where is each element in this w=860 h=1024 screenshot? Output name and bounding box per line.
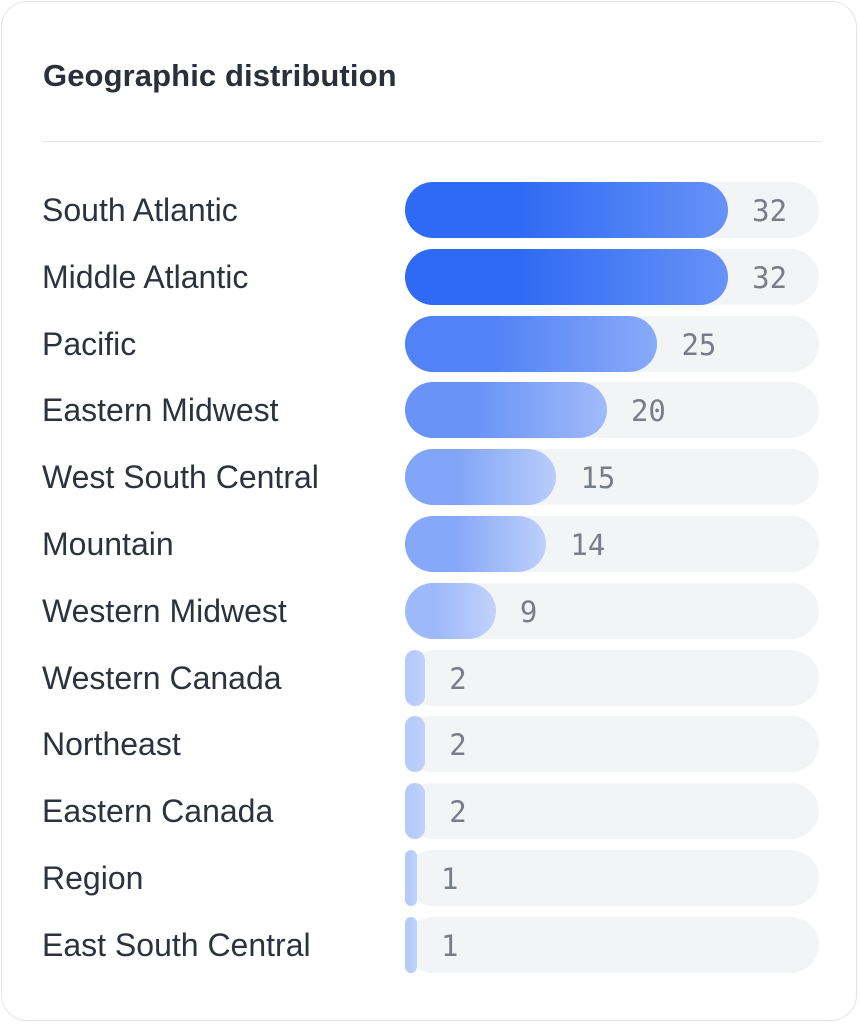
bar-track: 2 [405, 716, 819, 773]
value-label: 15 [580, 461, 616, 496]
value-label: 2 [449, 728, 467, 763]
value-label: 32 [752, 194, 788, 228]
bar [405, 916, 417, 973]
category-label: Northeast [42, 726, 181, 763]
bar [405, 850, 417, 906]
bar-row: Mountain 14 [0, 516, 860, 572]
value-label: 1 [441, 862, 459, 896]
chart-title: Geographic distribution [43, 58, 397, 93]
category-label: Region [42, 860, 144, 896]
bar-track: 9 [405, 582, 819, 639]
bar-row: Eastern Canada 2 [0, 783, 860, 840]
bar-track: 1 [405, 916, 819, 973]
value-label: 2 [449, 661, 467, 696]
bar-track: 2 [405, 783, 819, 840]
bar-row: Middle Atlantic 32 [0, 248, 860, 305]
category-label: Mountain [42, 526, 174, 562]
bar-track: 20 [405, 382, 819, 439]
category-label: South Atlantic [42, 192, 238, 228]
bar [405, 382, 607, 439]
bar-row: East South Central 1 [0, 916, 860, 973]
bar [405, 182, 729, 238]
bar-row: Western Midwest 9 [0, 582, 860, 639]
category-label: Eastern Canada [42, 793, 274, 830]
bar-track: 15 [405, 449, 819, 506]
category-label: Pacific [42, 325, 137, 362]
bar [405, 783, 426, 840]
value-label: 9 [519, 594, 538, 629]
value-label: 25 [681, 327, 717, 362]
bar-row: Northeast 2 [0, 716, 860, 773]
category-label: East South Central [42, 926, 311, 963]
bar-track: 32 [405, 248, 819, 305]
title-divider [43, 141, 821, 142]
bar-row: Eastern Midwest 20 [0, 382, 860, 439]
value-label: 14 [570, 528, 606, 562]
bar [405, 315, 658, 372]
bar [405, 516, 547, 572]
value-label: 2 [449, 795, 467, 830]
bar-track: 32 [405, 182, 819, 238]
bar-track: 2 [405, 649, 819, 706]
category-label: Middle Atlantic [42, 258, 249, 295]
bar-row: South Atlantic 32 [0, 182, 860, 238]
bar-row: Region 1 [0, 850, 860, 906]
bar-track: 25 [405, 315, 819, 372]
bar-row: Pacific 25 [0, 315, 860, 372]
category-label: Western Canada [42, 659, 282, 696]
bar [405, 649, 426, 706]
bar-row: Western Canada 2 [0, 649, 860, 706]
bar-track: 14 [405, 516, 819, 572]
value-label: 1 [441, 928, 459, 963]
bar [405, 449, 557, 506]
bar [405, 582, 496, 639]
bar-track: 1 [405, 850, 819, 906]
bar [405, 248, 729, 305]
value-label: 20 [630, 394, 666, 429]
value-label: 32 [752, 260, 788, 295]
bar [405, 716, 426, 773]
bar-row: West South Central 15 [0, 449, 860, 506]
category-label: West South Central [42, 459, 319, 496]
category-label: Eastern Midwest [42, 392, 279, 429]
category-label: Western Midwest [42, 592, 287, 629]
